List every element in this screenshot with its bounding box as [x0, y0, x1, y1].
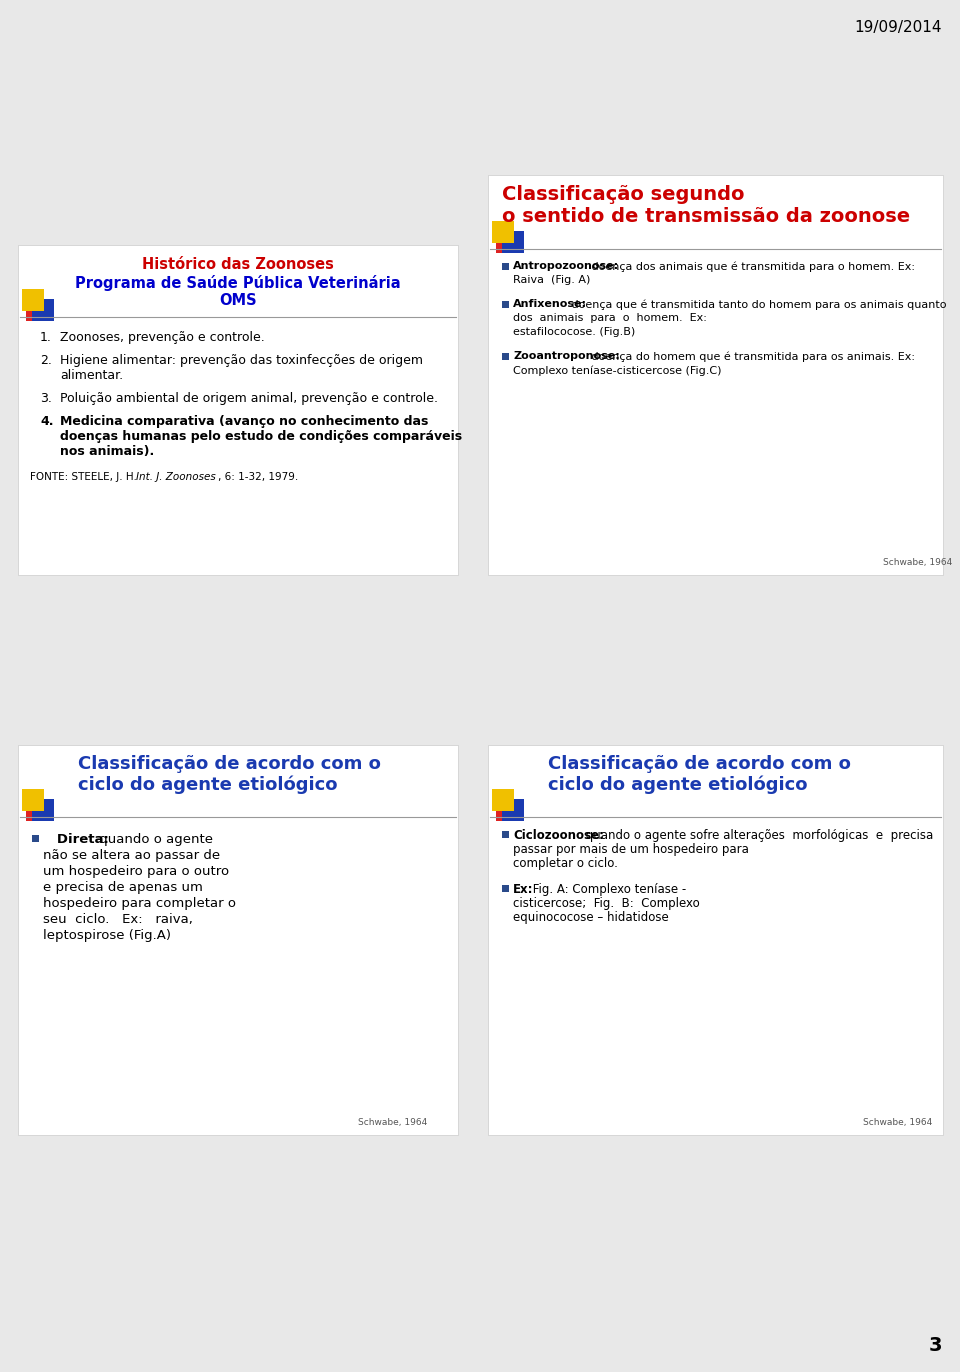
Text: Anfixenose:: Anfixenose: — [513, 299, 587, 309]
Text: 2.: 2. — [40, 354, 52, 366]
Bar — [32, 799, 54, 820]
Text: Direta:: Direta: — [43, 833, 108, 847]
FancyBboxPatch shape — [18, 246, 458, 575]
Text: FONTE: STEELE, J. H.: FONTE: STEELE, J. H. — [30, 472, 140, 482]
Text: dos  animais  para  o  homem.  Ex:: dos animais para o homem. Ex: — [513, 313, 707, 322]
Text: cisticercose;  Fig.  B:  Complexo: cisticercose; Fig. B: Complexo — [513, 897, 700, 910]
Bar — [496, 803, 515, 820]
Text: Medicina comparativa (avanço no conhecimento das: Medicina comparativa (avanço no conhecim… — [60, 414, 428, 428]
Bar — [492, 221, 514, 243]
Text: passar por mais de um hospedeiro para: passar por mais de um hospedeiro para — [513, 842, 749, 856]
Text: não se altera ao passar de: não se altera ao passar de — [43, 849, 220, 862]
Bar — [32, 836, 39, 842]
Bar — [502, 263, 509, 270]
Text: Ciclozoonose:: Ciclozoonose: — [513, 829, 604, 842]
Text: estafilococose. (Fig.B): estafilococose. (Fig.B) — [513, 327, 636, 338]
Text: 3.: 3. — [40, 392, 52, 405]
Text: Zooantroponose:: Zooantroponose: — [513, 351, 620, 361]
Bar — [496, 235, 515, 252]
Bar — [492, 789, 514, 811]
Text: doença que é transmitida tanto do homem para os animais quanto: doença que é transmitida tanto do homem … — [568, 299, 947, 310]
Text: Classificação de acordo com o: Classificação de acordo com o — [548, 755, 851, 772]
Text: Classificação segundo: Classificação segundo — [502, 185, 745, 204]
Text: o sentido de transmissão da zoonose: o sentido de transmissão da zoonose — [502, 207, 910, 226]
Text: Higiene alimentar: prevenção das toxinfecções de origem: Higiene alimentar: prevenção das toxinfe… — [60, 354, 423, 366]
Text: 3: 3 — [928, 1336, 942, 1356]
Bar — [502, 230, 524, 252]
Text: nos animais).: nos animais). — [60, 445, 155, 458]
Text: doenças humanas pelo estudo de condições comparáveis: doenças humanas pelo estudo de condições… — [60, 429, 462, 443]
Text: Complexo teníase-cisticercose (Fig.C): Complexo teníase-cisticercose (Fig.C) — [513, 365, 722, 376]
Text: ciclo do agente etiológico: ciclo do agente etiológico — [548, 777, 807, 794]
Text: leptospirose (Fig.A): leptospirose (Fig.A) — [43, 929, 171, 943]
Bar — [502, 799, 524, 820]
Text: Schwabe, 1964: Schwabe, 1964 — [863, 1118, 932, 1126]
Text: Fig. A: Complexo teníase -: Fig. A: Complexo teníase - — [529, 884, 686, 896]
Bar — [32, 299, 54, 321]
Text: alimentar.: alimentar. — [60, 369, 123, 381]
Text: completar o ciclo.: completar o ciclo. — [513, 858, 618, 870]
Text: Raiva  (Fig. A): Raiva (Fig. A) — [513, 274, 590, 285]
Text: doença dos animais que é transmitida para o homem. Ex:: doença dos animais que é transmitida par… — [588, 261, 915, 272]
Text: 1.: 1. — [40, 331, 52, 344]
Bar — [26, 302, 45, 321]
Text: Classificação de acordo com o: Classificação de acordo com o — [78, 755, 381, 772]
Text: Poluição ambiental de origem animal, prevenção e controle.: Poluição ambiental de origem animal, pre… — [60, 392, 438, 405]
FancyBboxPatch shape — [488, 176, 943, 575]
Text: Schwabe, 1964: Schwabe, 1964 — [883, 558, 952, 567]
Text: 4.: 4. — [40, 414, 54, 428]
Text: ciclo do agente etiológico: ciclo do agente etiológico — [78, 777, 338, 794]
Text: e precisa de apenas um: e precisa de apenas um — [43, 881, 203, 895]
Text: doença do homem que é transmitida para os animais. Ex:: doença do homem que é transmitida para o… — [588, 351, 915, 361]
FancyBboxPatch shape — [18, 745, 458, 1135]
Text: seu  ciclo.   Ex:   raiva,: seu ciclo. Ex: raiva, — [43, 912, 193, 926]
Bar — [502, 885, 509, 892]
Text: hospedeiro para completar o: hospedeiro para completar o — [43, 897, 236, 910]
Text: Antropozoonose:: Antropozoonose: — [513, 261, 619, 272]
Bar — [502, 831, 509, 838]
Bar — [502, 353, 509, 359]
Bar — [26, 803, 45, 820]
Bar — [22, 289, 44, 311]
Text: Int. J. Zoonoses: Int. J. Zoonoses — [136, 472, 216, 482]
Text: OMS: OMS — [219, 294, 257, 307]
Text: equinococose – hidatidose: equinococose – hidatidose — [513, 911, 669, 923]
Text: Programa de Saúde Pública Veterinária: Programa de Saúde Pública Veterinária — [75, 274, 401, 291]
Text: quando o agente sofre alterações  morfológicas  e  precisa: quando o agente sofre alterações morfoló… — [582, 829, 933, 842]
Text: Histórico das Zoonoses: Histórico das Zoonoses — [142, 257, 334, 272]
Bar — [502, 300, 509, 307]
FancyBboxPatch shape — [488, 745, 943, 1135]
Bar — [22, 789, 44, 811]
Text: , 6: 1-32, 1979.: , 6: 1-32, 1979. — [218, 472, 299, 482]
Text: quando o agente: quando o agente — [95, 833, 213, 847]
Text: 19/09/2014: 19/09/2014 — [854, 21, 942, 36]
Text: Schwabe, 1964: Schwabe, 1964 — [358, 1118, 427, 1126]
Text: um hospedeiro para o outro: um hospedeiro para o outro — [43, 864, 229, 878]
Text: Ex:: Ex: — [513, 884, 534, 896]
Text: Zoonoses, prevenção e controle.: Zoonoses, prevenção e controle. — [60, 331, 265, 344]
